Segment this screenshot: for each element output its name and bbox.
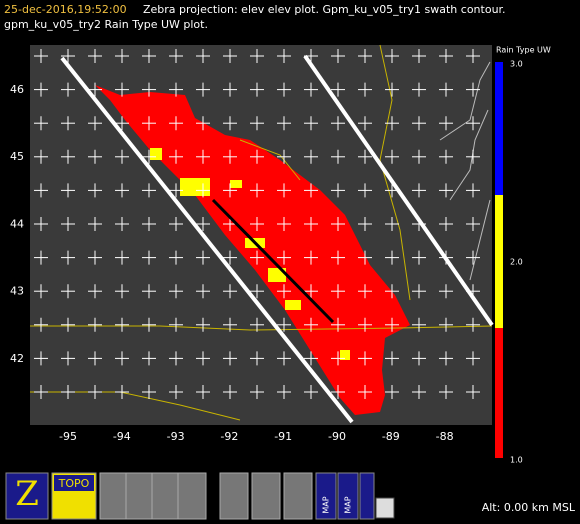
swath xyxy=(60,54,494,424)
lat-label: 46 xyxy=(10,83,24,96)
tool-icon[interactable] xyxy=(283,472,313,520)
icon-label: MAP xyxy=(344,496,353,513)
legend-label: 2.0 xyxy=(510,258,523,267)
grid-icon[interactable] xyxy=(375,497,395,519)
header-line: gpm_ku_v05_try2 Rain Type UW plot. xyxy=(4,18,208,31)
tool-icon[interactable] xyxy=(125,472,155,520)
tool-icon[interactable] xyxy=(315,472,337,520)
lon-label: -94 xyxy=(113,430,131,443)
lon-labels: -95 -94 -93 -92 -91 -90 -89 -88 xyxy=(59,430,454,443)
cross-section-line xyxy=(211,198,335,324)
lon-label: -89 xyxy=(382,430,400,443)
tool-icon[interactable] xyxy=(219,472,249,520)
legend-labels: 3.0 2.0 1.0 xyxy=(510,60,523,465)
lat-label: 45 xyxy=(10,150,24,163)
header-line: Zebra projection: elev elev plot. Gpm_ku… xyxy=(143,3,506,16)
lon-label: -92 xyxy=(220,430,238,443)
icon-label: MAP xyxy=(322,496,331,513)
legend-swatch xyxy=(495,195,503,328)
legend-label: 1.0 xyxy=(510,456,523,465)
legend-swatch xyxy=(495,328,503,458)
tool-icon[interactable] xyxy=(359,472,375,520)
lon-label: -91 xyxy=(274,430,292,443)
tool-icon[interactable] xyxy=(337,472,359,520)
icon-label: TOPO xyxy=(58,477,90,490)
timestamp: 25-dec-2016,19:52:00 xyxy=(4,3,127,16)
lat-label: 42 xyxy=(10,352,24,365)
status: Alt: 0.00 km MSL xyxy=(482,501,576,514)
tool-icon[interactable] xyxy=(251,472,281,520)
grid xyxy=(34,49,480,399)
lon-label: -90 xyxy=(328,430,346,443)
lon-label: -93 xyxy=(167,430,185,443)
tool-icon[interactable] xyxy=(177,472,207,520)
tool-icon[interactable] xyxy=(151,472,181,520)
toolbar: Z TOPO MAP MAP xyxy=(5,472,395,520)
legend-swatch xyxy=(495,62,503,195)
lat-labels: 46 45 44 43 42 xyxy=(10,83,24,365)
lat-label: 43 xyxy=(10,285,24,298)
zebra-icon[interactable] xyxy=(5,472,49,520)
legend-title: Rain Type UW xyxy=(496,46,551,55)
tool-icon[interactable] xyxy=(99,472,129,520)
lat-label: 44 xyxy=(10,217,24,230)
lon-label: -95 xyxy=(59,430,77,443)
zebra-glyph: Z xyxy=(15,474,39,514)
legend-label: 3.0 xyxy=(510,60,523,69)
lon-label: -88 xyxy=(436,430,454,443)
topo-label-bg xyxy=(54,475,94,491)
